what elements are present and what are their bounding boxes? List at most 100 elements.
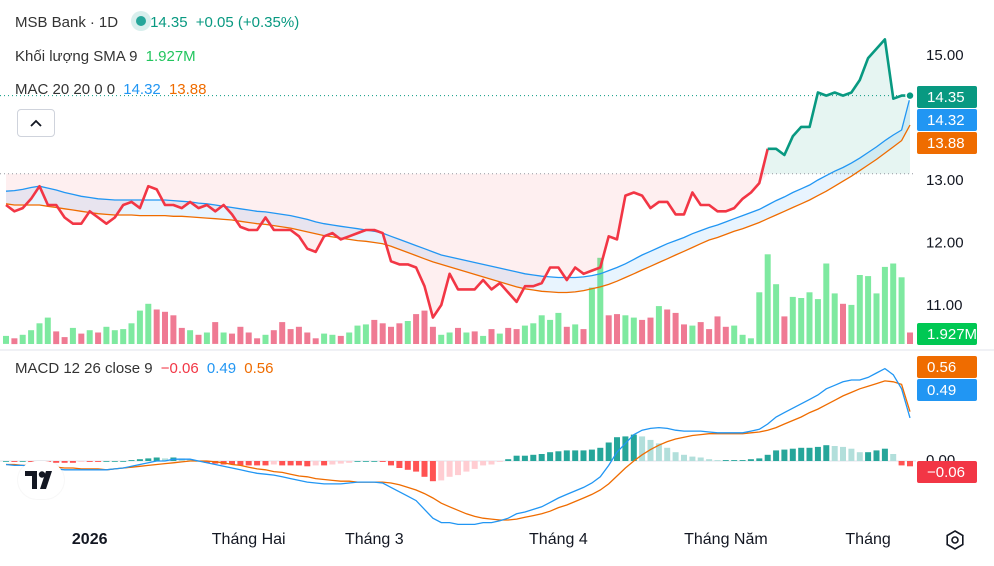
volume-bar bbox=[413, 314, 420, 344]
volume-bar bbox=[681, 324, 687, 344]
volume-bar bbox=[404, 321, 411, 344]
volume-bar bbox=[530, 323, 537, 344]
volume-bar bbox=[789, 296, 796, 344]
volume-bar bbox=[203, 332, 210, 344]
volume-bar bbox=[588, 287, 595, 344]
volume-bar bbox=[270, 330, 277, 344]
baseline-fill-above bbox=[6, 39, 910, 174]
volume-bar bbox=[806, 292, 813, 345]
macd-hist-bar bbox=[890, 454, 897, 461]
macd-hist-bar bbox=[438, 461, 445, 481]
volume-bar bbox=[856, 275, 863, 344]
macd-hist-bar bbox=[488, 461, 495, 465]
legend-volume-row[interactable]: Khối lượng SMA 9 1.927M bbox=[15, 48, 200, 65]
macd-hist-bar bbox=[69, 461, 76, 463]
macd-signal-line bbox=[6, 380, 911, 521]
macd-hist-bar bbox=[555, 451, 562, 461]
macd-line-badge-bg bbox=[917, 379, 977, 401]
macd-hist-bar bbox=[605, 442, 612, 461]
macd-hist-bar bbox=[563, 450, 570, 461]
legend-symbol-row: MSB Bank · 1D 14.35 +0.05 (+0.35%) bbox=[15, 14, 303, 31]
macd-hist-bar bbox=[681, 454, 687, 461]
symbol-name[interactable]: MSB Bank bbox=[15, 14, 86, 31]
volume-bar bbox=[321, 333, 328, 344]
volume-bar bbox=[362, 324, 369, 344]
mac-upper-value: 14.32 bbox=[123, 81, 161, 98]
volume-bar bbox=[53, 331, 60, 345]
macd-hist-bar bbox=[630, 434, 637, 461]
macd-hist-bar bbox=[254, 461, 261, 466]
volume-bar bbox=[162, 311, 168, 344]
macd-hist-bar bbox=[865, 452, 872, 461]
volume-bar bbox=[739, 334, 746, 344]
volume-bar bbox=[287, 329, 294, 345]
macd-hist-bar bbox=[597, 447, 604, 461]
macd-hist-bar bbox=[413, 461, 420, 472]
volume-bar bbox=[11, 338, 18, 345]
macd-hist-bar bbox=[329, 461, 336, 465]
volume-bar bbox=[329, 334, 336, 344]
macd-hist-bar bbox=[388, 461, 394, 466]
volume-bar bbox=[463, 332, 470, 344]
volume-bar bbox=[597, 257, 604, 345]
price-axis-tick: 13.00 bbox=[926, 172, 964, 189]
macd-hist-bar bbox=[614, 437, 620, 461]
volume-bar bbox=[237, 326, 244, 345]
volume-bar bbox=[19, 334, 26, 344]
volume-bar bbox=[881, 266, 888, 344]
chevron-up-icon bbox=[30, 119, 42, 127]
macd-hist-bar bbox=[262, 461, 269, 466]
volume-bar bbox=[480, 335, 487, 344]
macd-hist-bar bbox=[78, 461, 85, 462]
volume-bar bbox=[220, 332, 227, 344]
last-price: 14.35 bbox=[150, 14, 188, 31]
chart-settings-button[interactable] bbox=[944, 529, 966, 551]
mac-band-fill bbox=[6, 97, 910, 293]
macd-hist-bar bbox=[714, 460, 721, 461]
macd-hist-bar bbox=[739, 460, 746, 461]
interval-separator: · bbox=[89, 14, 95, 31]
macd-hist-bar bbox=[53, 461, 60, 463]
mac-lower-badge: 13.88 bbox=[927, 135, 965, 152]
macd-hist-bar bbox=[128, 460, 135, 461]
time-axis-tick: Tháng bbox=[845, 531, 890, 548]
volume-value: 1.927M bbox=[145, 48, 196, 65]
macd-hist-bar bbox=[471, 461, 478, 469]
tradingview-logo[interactable] bbox=[18, 461, 64, 499]
macd-hist-bar bbox=[907, 461, 913, 467]
macd-hist-bar bbox=[731, 460, 738, 461]
volume-bar bbox=[873, 293, 880, 344]
volume-bar bbox=[655, 306, 662, 344]
interval-label[interactable]: 1D bbox=[98, 14, 119, 31]
volume-bar bbox=[304, 332, 311, 344]
volume-bar bbox=[697, 322, 704, 344]
macd-hist-bar bbox=[798, 447, 805, 461]
macd-hist-bar bbox=[404, 461, 411, 470]
volume-bar bbox=[103, 326, 110, 345]
volume-bar bbox=[295, 326, 302, 345]
volume-bar bbox=[714, 316, 721, 344]
macd-hist-bar bbox=[580, 450, 587, 461]
volume-bar bbox=[572, 324, 579, 344]
macd-hist-badge: −0.06 bbox=[927, 464, 965, 481]
macd-hist-bar bbox=[639, 436, 646, 461]
legend-mac-row[interactable]: MAC 20 20 0 0 14.32 13.88 bbox=[15, 81, 211, 98]
macd-hist-bar bbox=[270, 461, 277, 465]
settings-icon bbox=[946, 530, 964, 550]
volume-bar bbox=[120, 329, 127, 345]
volume-bar bbox=[764, 254, 771, 344]
macd-hist-bar bbox=[764, 454, 771, 461]
legend-macd-row[interactable]: MACD 12 26 close 9 −0.06 0.49 0.56 bbox=[15, 360, 277, 377]
macd-hist-bar bbox=[496, 461, 503, 462]
macd-line bbox=[5, 367, 911, 526]
collapse-legend-button[interactable] bbox=[17, 109, 55, 137]
macd-hist-bar bbox=[521, 455, 528, 461]
volume-bar bbox=[245, 332, 252, 344]
volume-bar bbox=[773, 284, 780, 344]
volume-bar bbox=[254, 338, 261, 345]
mac-lower-value: 13.88 bbox=[168, 81, 207, 98]
price-badge: 14.35 bbox=[927, 89, 965, 106]
tradingview-logo-icon bbox=[25, 471, 52, 489]
volume-bar bbox=[421, 310, 428, 344]
